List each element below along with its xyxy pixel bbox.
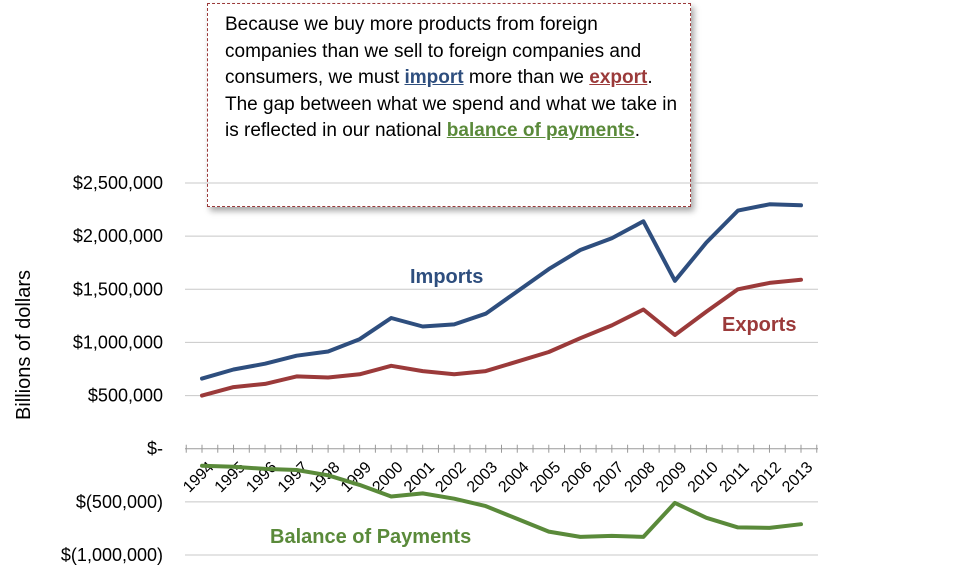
- annotation-box: Because we buy more products from foreig…: [207, 3, 691, 207]
- y-tick-label: $2,500,000: [73, 173, 163, 193]
- x-tick-label: 2002: [432, 459, 469, 496]
- y-tick-label: $(1,000,000): [61, 545, 163, 565]
- x-tick-label: 2013: [779, 459, 816, 496]
- x-tick-label: 2010: [685, 459, 722, 496]
- note-text-3: . The gap between what we spend and what…: [225, 67, 678, 141]
- series-line: [200, 463, 803, 539]
- x-tick-label: 2003: [464, 459, 501, 496]
- x-tick-label: 2007: [590, 459, 627, 496]
- x-tick-label: 2008: [622, 459, 659, 496]
- x-tick-label: 2006: [559, 459, 596, 496]
- y-tick-label: $2,000,000: [73, 226, 163, 246]
- series-line: [200, 277, 803, 398]
- y-tick-label: $1,500,000: [73, 279, 163, 299]
- x-tick-label: 2012: [748, 459, 785, 496]
- exports-series-label: Exports: [722, 314, 796, 336]
- x-tick-labels: 1994199519961997199819992000200120022003…: [180, 459, 816, 496]
- note-text-2: more than we: [463, 67, 590, 88]
- y-axis-title: Billions of dollars: [13, 270, 35, 420]
- y-tick-labels: $2,500,000 $2,000,000 $1,500,000 $1,000,000…: [61, 173, 163, 565]
- imports-series-label: Imports: [410, 266, 483, 288]
- import-keyword: import: [404, 67, 464, 88]
- x-tick-label: 2005: [527, 459, 564, 496]
- x-tick-label: 2011: [717, 459, 753, 495]
- note-text-1: Because we buy more products from foreig…: [225, 14, 642, 88]
- x-tick-label: 2001: [401, 459, 438, 496]
- y-tick-label: $(500,000): [76, 492, 163, 512]
- gridlines: [185, 182, 818, 556]
- y-tick-label: $1,000,000: [73, 332, 163, 352]
- x-tick-label: 2004: [495, 459, 532, 496]
- series-lines: [200, 202, 803, 539]
- x-axis: [185, 444, 818, 453]
- note-text-4: .: [634, 120, 641, 141]
- x-tick-label: 1996: [243, 459, 280, 496]
- x-tick-label: 2009: [653, 459, 690, 496]
- x-tick-label: 1997: [275, 459, 312, 496]
- export-keyword: export: [589, 67, 648, 88]
- series-line: [200, 202, 803, 381]
- y-tick-label: $-: [147, 439, 163, 459]
- bop-series-label: Balance of Payments: [270, 526, 471, 548]
- y-tick-label: $500,000: [88, 386, 163, 406]
- bop-keyword: balance of payments: [446, 120, 635, 141]
